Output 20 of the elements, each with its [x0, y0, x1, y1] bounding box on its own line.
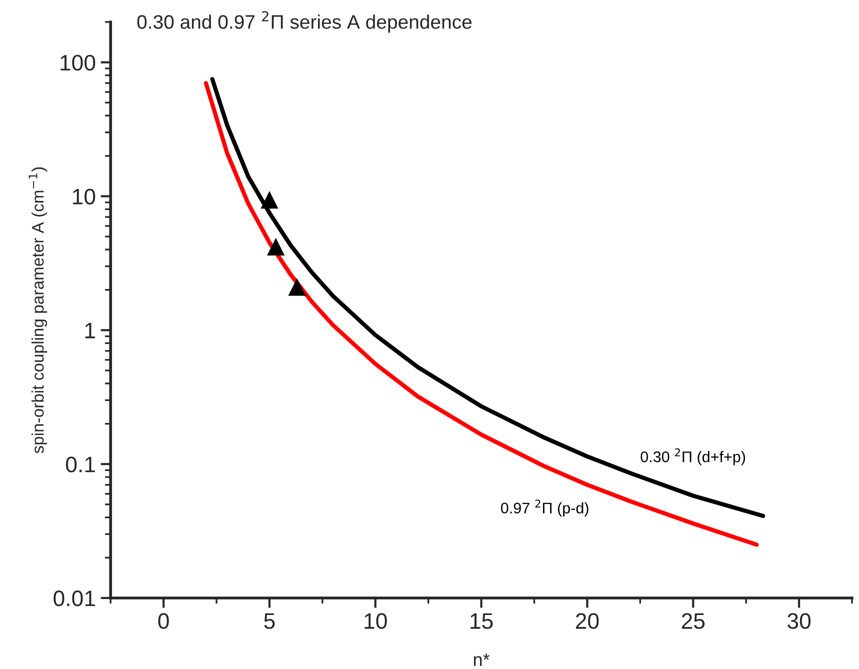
- y-tick-label: 100: [60, 54, 96, 71]
- x-axis-title: n*: [474, 653, 490, 666]
- point: [260, 191, 278, 209]
- x-tick-label: 15: [470, 613, 493, 629]
- series-label: 0.30 $^{2}$Π (d+f+p): [640, 448, 746, 466]
- x-tick-label: 25: [682, 613, 705, 629]
- x-tick-label: 5: [264, 613, 275, 629]
- y-axis-title: spin-orbit coupling parameter A (cm$^{−1}$): [28, 167, 48, 454]
- chart-title: 0.30 and 0.97 $^{2}$Π series A dependence: [137, 11, 472, 33]
- y-tick-label: 1: [85, 322, 95, 338]
- x-tick-label: 10: [364, 613, 387, 629]
- series-label: 0.97 $^{2}$Π (p-d): [500, 500, 588, 517]
- y-tick-label: 0.01: [54, 590, 95, 606]
- y-tick-label: 0.1: [66, 456, 95, 472]
- y-tick-label: 10: [72, 188, 96, 205]
- x-tick-label: 20: [576, 613, 599, 629]
- x-tick-label: 0: [158, 613, 169, 629]
- point: [288, 278, 306, 296]
- x-tick-label: 30: [788, 613, 811, 629]
- point: [267, 238, 285, 256]
